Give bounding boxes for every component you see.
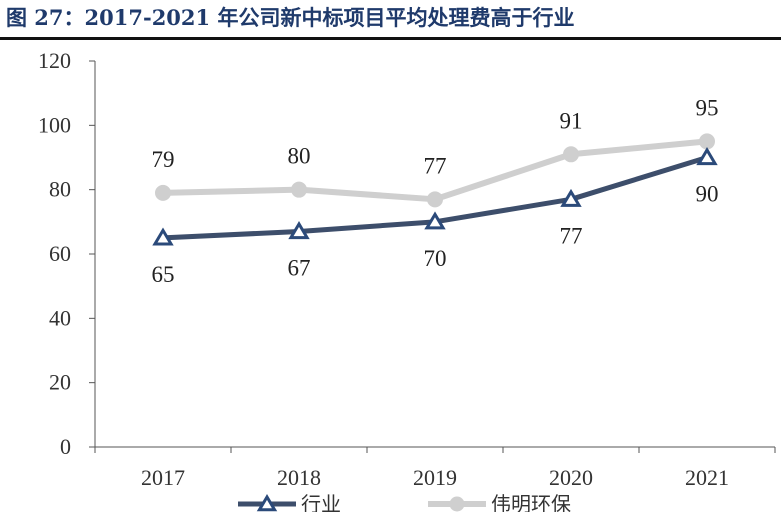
weiming-data-label: 77 xyxy=(424,153,447,178)
industry-point xyxy=(288,221,310,240)
weiming-data-label: 80 xyxy=(288,144,311,169)
weiming-point xyxy=(291,181,307,198)
y-tick-label: 20 xyxy=(49,370,71,395)
industry-point xyxy=(560,188,582,207)
chart-title: 图 27：2017-2021 年公司新中标项目平均处理费高于行业 xyxy=(6,5,575,30)
legend-marker-industry xyxy=(256,494,278,512)
industry-point xyxy=(424,211,446,230)
x-tick-label: 2019 xyxy=(413,465,457,490)
y-tick-label: 120 xyxy=(38,48,71,73)
legend-marker-weiming xyxy=(449,496,465,512)
weiming-point xyxy=(699,133,715,150)
x-tick-label: 2020 xyxy=(549,465,593,490)
y-tick-label: 60 xyxy=(49,241,71,266)
industry-data-label: 77 xyxy=(560,223,583,248)
weiming-point xyxy=(427,191,443,208)
title-underline xyxy=(0,37,781,40)
legend-label-weiming: 伟明环保 xyxy=(491,492,571,512)
y-tick-label: 40 xyxy=(49,305,71,330)
industry-data-label: 67 xyxy=(288,255,311,280)
industry-point xyxy=(152,227,174,246)
y-tick-label: 100 xyxy=(38,112,71,137)
x-tick-label: 2018 xyxy=(277,465,321,490)
y-tick-label: 0 xyxy=(60,434,71,459)
weiming-data-label: 79 xyxy=(152,147,175,172)
x-tick-label: 2021 xyxy=(685,465,729,490)
industry-data-label: 90 xyxy=(696,182,719,207)
weiming-point xyxy=(155,184,171,201)
y-tick-label: 80 xyxy=(49,177,71,202)
x-tick-label: 2017 xyxy=(141,465,185,490)
weiming-data-label: 91 xyxy=(560,108,583,133)
legend-label-industry: 行业 xyxy=(301,492,341,512)
weiming-point xyxy=(563,146,579,163)
industry-data-label: 70 xyxy=(424,246,447,271)
industry-data-label: 65 xyxy=(152,262,175,287)
weiming-data-label: 95 xyxy=(696,95,719,120)
industry-point xyxy=(696,147,718,166)
